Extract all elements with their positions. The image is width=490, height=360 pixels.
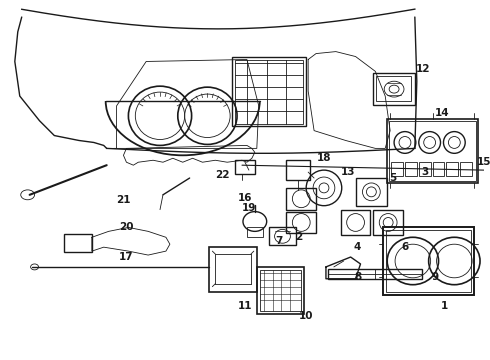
Bar [232, 57, 306, 126]
Bar [419, 162, 431, 176]
Text: 4: 4 [354, 242, 361, 252]
Bar [446, 162, 458, 176]
Text: 13: 13 [341, 167, 355, 177]
Text: 15: 15 [477, 157, 490, 167]
Text: 11: 11 [238, 301, 252, 311]
Text: 7: 7 [275, 236, 282, 246]
Bar [386, 230, 471, 292]
Bar [287, 212, 316, 233]
Text: 5: 5 [390, 173, 397, 183]
Text: 16: 16 [238, 193, 252, 203]
Text: 17: 17 [119, 252, 134, 262]
Bar [389, 121, 476, 181]
Text: 10: 10 [299, 311, 314, 321]
Bar [341, 210, 370, 235]
Text: 22: 22 [215, 170, 229, 180]
Text: 19: 19 [242, 203, 256, 213]
Text: 2: 2 [294, 232, 302, 242]
Bar [373, 73, 415, 105]
Bar [287, 160, 310, 180]
Bar [391, 162, 403, 176]
Bar [260, 270, 301, 311]
Bar [235, 160, 255, 174]
Bar [460, 162, 472, 176]
Text: 18: 18 [317, 153, 331, 163]
Text: 12: 12 [416, 64, 430, 75]
Text: 9: 9 [431, 272, 438, 282]
Text: 14: 14 [435, 108, 450, 118]
Text: 3: 3 [421, 167, 428, 177]
Bar [405, 162, 417, 176]
Bar [209, 247, 257, 292]
Bar [64, 234, 92, 252]
Bar [328, 269, 422, 279]
Text: 21: 21 [116, 195, 131, 205]
Bar [257, 267, 304, 314]
Bar [383, 228, 474, 294]
Bar [287, 188, 316, 210]
Bar [433, 162, 444, 176]
Text: 20: 20 [119, 222, 134, 233]
Text: 1: 1 [441, 301, 448, 311]
Text: 8: 8 [354, 272, 361, 282]
Bar [269, 228, 296, 245]
Bar [373, 210, 403, 235]
Bar [356, 178, 387, 206]
Bar [376, 76, 411, 101]
Bar [387, 119, 478, 183]
Bar [247, 228, 263, 237]
Text: 6: 6 [401, 242, 409, 252]
Bar [235, 59, 303, 124]
